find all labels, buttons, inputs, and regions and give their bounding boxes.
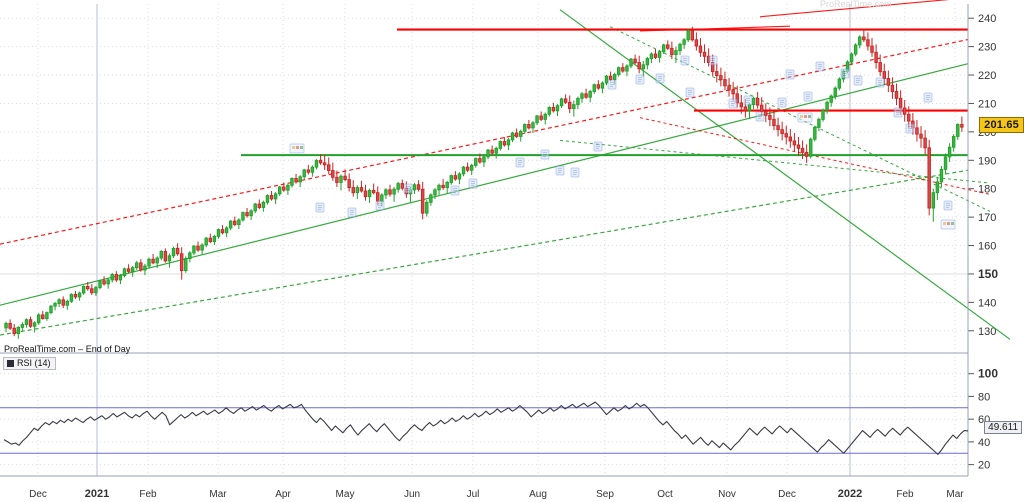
svg-text:210: 210 bbox=[978, 98, 996, 110]
event-marker bbox=[655, 73, 665, 84]
event-marker bbox=[840, 68, 850, 79]
x-axis-tick: Apr bbox=[275, 489, 291, 500]
event-marker bbox=[893, 107, 903, 118]
event-marker bbox=[685, 87, 695, 98]
event-marker bbox=[728, 98, 738, 109]
svg-text:20: 20 bbox=[978, 460, 990, 472]
event-marker bbox=[777, 97, 787, 108]
watermark-brand: ProRealTime.com – End of Day bbox=[4, 344, 131, 354]
event-marker bbox=[853, 75, 863, 86]
event-marker bbox=[923, 92, 933, 103]
svg-text:220: 220 bbox=[978, 70, 996, 82]
x-axis-tick: May bbox=[336, 489, 355, 500]
event-marker bbox=[785, 69, 795, 80]
x-axis-tick: Dec bbox=[29, 489, 47, 500]
x-axis-tick: Jun bbox=[404, 489, 420, 500]
x-axis-tick: Sep bbox=[596, 489, 614, 500]
svg-text:190: 190 bbox=[978, 155, 996, 167]
svg-text:140: 140 bbox=[978, 297, 996, 309]
x-axis-tick: Mar bbox=[946, 489, 964, 500]
svg-text:170: 170 bbox=[978, 212, 996, 224]
earnings-marker bbox=[797, 112, 813, 123]
svg-text:160: 160 bbox=[978, 241, 996, 253]
candlestick-series bbox=[4, 26, 964, 339]
event-marker bbox=[708, 55, 718, 66]
svg-text:40: 40 bbox=[978, 437, 990, 449]
svg-text:80: 80 bbox=[978, 391, 990, 403]
rsi-color-swatch bbox=[7, 359, 14, 367]
x-axis-tick: Feb bbox=[896, 489, 914, 500]
event-marker bbox=[403, 183, 413, 194]
event-marker bbox=[815, 61, 825, 72]
event-marker bbox=[570, 167, 580, 178]
event-marker bbox=[905, 123, 915, 134]
earnings-marker bbox=[940, 219, 956, 230]
event-marker bbox=[607, 79, 617, 90]
x-axis-tick: Dec bbox=[778, 489, 796, 500]
x-axis-tick: 2022 bbox=[838, 488, 862, 500]
x-axis-tick: Mar bbox=[209, 489, 227, 500]
svg-text:240: 240 bbox=[978, 13, 996, 25]
event-marker bbox=[680, 55, 690, 66]
event-marker bbox=[943, 200, 953, 211]
rsi-legend[interactable]: RSI (14) bbox=[3, 357, 56, 370]
svg-text:150: 150 bbox=[978, 267, 998, 281]
event-marker bbox=[555, 165, 565, 176]
event-marker bbox=[315, 202, 325, 213]
rsi-legend-label: RSI (14) bbox=[17, 358, 51, 368]
rsi-line bbox=[3, 401, 969, 455]
rsi-value-tag: 49.611 bbox=[984, 421, 1022, 434]
top-watermark: ProRealTime.com bbox=[820, 0, 892, 9]
event-marker bbox=[803, 91, 813, 102]
earnings-marker bbox=[289, 143, 305, 154]
event-marker-group bbox=[289, 55, 956, 230]
svg-text:230: 230 bbox=[978, 42, 996, 54]
event-marker bbox=[635, 74, 645, 85]
x-axis-tick: 2021 bbox=[85, 488, 109, 500]
event-marker bbox=[743, 95, 753, 106]
x-axis-tick: Aug bbox=[529, 489, 547, 500]
last-price-tag: 201.65 bbox=[979, 117, 1024, 133]
event-marker bbox=[468, 178, 478, 189]
event-marker bbox=[755, 111, 765, 122]
event-marker bbox=[540, 149, 550, 160]
x-axis-tick: Nov bbox=[718, 489, 736, 500]
x-axis-tick: Oct bbox=[657, 489, 673, 500]
event-marker bbox=[375, 200, 385, 211]
event-marker bbox=[347, 207, 357, 218]
event-marker bbox=[450, 185, 460, 196]
event-marker bbox=[875, 77, 885, 88]
svg-text:130: 130 bbox=[978, 326, 996, 338]
event-marker bbox=[515, 157, 525, 168]
x-axis-tick: Feb bbox=[139, 489, 157, 500]
x-axis-tick: Jul bbox=[467, 489, 480, 500]
event-marker bbox=[593, 141, 603, 152]
svg-text:100: 100 bbox=[978, 367, 998, 381]
